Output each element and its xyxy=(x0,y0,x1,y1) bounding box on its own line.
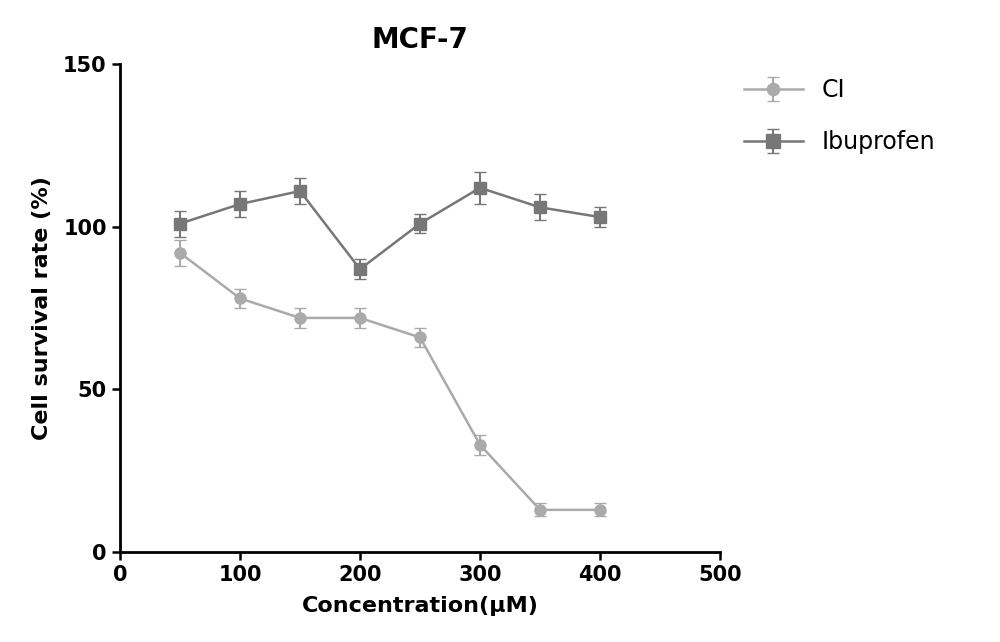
Title: MCF-7: MCF-7 xyxy=(372,26,468,53)
Y-axis label: Cell survival rate (%): Cell survival rate (%) xyxy=(32,176,52,440)
X-axis label: Concentration(μM): Concentration(μM) xyxy=(302,596,538,616)
Legend: CI, Ibuprofen: CI, Ibuprofen xyxy=(732,66,947,166)
